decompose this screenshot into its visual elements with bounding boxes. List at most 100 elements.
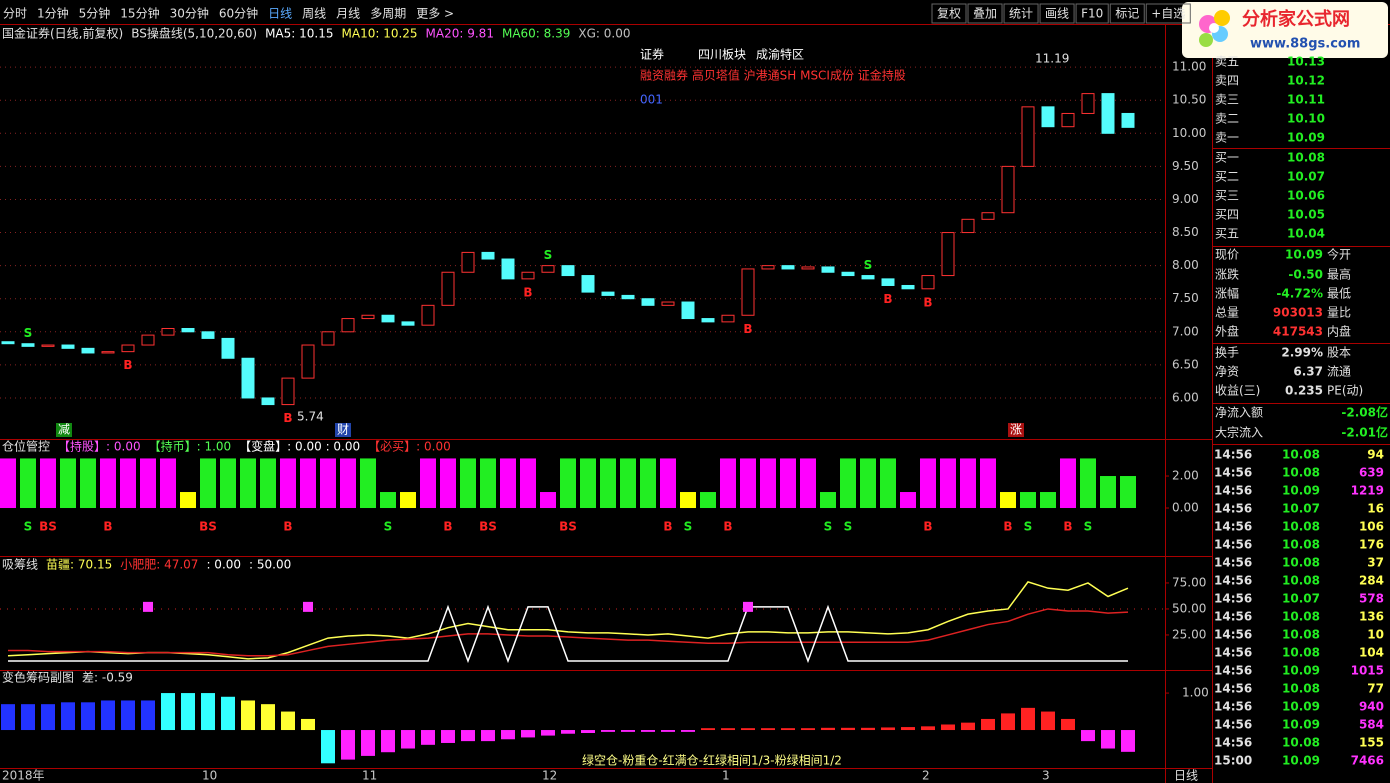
event-label: 减: [58, 423, 70, 437]
trade-volume: 578: [1359, 592, 1384, 606]
trade-time: 14:56: [1214, 448, 1252, 462]
trade-time: 14:56: [1214, 556, 1252, 570]
trade-volume: 136: [1359, 610, 1384, 624]
period-tab[interactable]: 分时: [3, 7, 27, 21]
bs-signal: S: [684, 520, 693, 534]
trade-time: 14:56: [1214, 646, 1252, 660]
y-tick-label: 75.00: [1172, 575, 1206, 589]
book-price: 10.11: [1287, 93, 1325, 107]
candle: [981, 212, 995, 220]
candle: [261, 397, 275, 406]
chip-bar: [621, 730, 635, 732]
chip-bar: [841, 727, 855, 731]
y-tick-label: 11.00: [1172, 60, 1206, 74]
chip-bar: [901, 727, 915, 731]
tool-button[interactable]: +自选: [1151, 7, 1185, 21]
trade-price: 10.08: [1282, 520, 1320, 534]
bs-signal: BS: [479, 520, 497, 534]
tool-button[interactable]: F10: [1081, 7, 1103, 21]
stat-label: 量比: [1327, 306, 1351, 320]
chip-bar: [861, 727, 875, 731]
bs-signal: BS: [39, 520, 57, 534]
x-tick-label: 11: [362, 769, 377, 783]
period-tab[interactable]: 月线: [336, 7, 360, 21]
book-label: 买二: [1215, 170, 1239, 184]
position-bar: [380, 492, 396, 509]
stat-value: 0.235: [1285, 384, 1323, 398]
trade-volume: 940: [1359, 700, 1384, 714]
x-tick-label: 2018年: [2, 769, 45, 783]
chip-bar: [1121, 730, 1135, 752]
chip-bar: [981, 718, 995, 731]
tool-button[interactable]: 叠加: [973, 7, 997, 21]
period-tab[interactable]: 周线: [302, 7, 326, 21]
bs-signal: B: [663, 520, 672, 534]
candle: [181, 327, 195, 333]
position-bar: [280, 458, 296, 509]
period-tab[interactable]: 60分钟: [219, 6, 258, 21]
position-bar: [980, 458, 996, 509]
trade-volume: 1219: [1351, 484, 1384, 498]
chip-bar: [921, 726, 935, 731]
position-bar: [60, 458, 76, 509]
candle: [561, 265, 575, 277]
chip-bar: [1101, 730, 1115, 749]
trade-volume: 7466: [1351, 754, 1384, 768]
trade-volume: 94: [1367, 448, 1384, 462]
stat-value: 6.37: [1293, 365, 1323, 379]
tool-button[interactable]: 画线: [1045, 7, 1069, 21]
trade-time: 14:56: [1214, 718, 1252, 732]
candle: [21, 343, 35, 347]
chip-bar: [141, 700, 155, 731]
period-tab[interactable]: 1分钟: [37, 6, 69, 21]
signal: S: [24, 326, 33, 340]
stat-label: 总量: [1215, 306, 1239, 320]
chip-bar: [941, 724, 955, 731]
stat-value: 903013: [1273, 306, 1323, 320]
signal: S: [864, 258, 873, 272]
period-tab[interactable]: 15分钟: [120, 6, 159, 21]
candle: [581, 275, 595, 293]
position-bar: [440, 458, 456, 509]
candle: [321, 331, 335, 346]
bs-signal: S: [824, 520, 833, 534]
position-bar: [360, 458, 376, 509]
position-bar: [240, 458, 256, 509]
position-bar: [480, 458, 496, 509]
candle: [81, 347, 95, 354]
period-tab[interactable]: 5分钟: [79, 6, 111, 21]
position-bar: [1060, 458, 1076, 509]
position-bar: [940, 458, 956, 509]
chip-bar: [421, 730, 435, 745]
trade-price: 10.08: [1282, 682, 1320, 696]
signal: B: [883, 292, 892, 306]
x-tick-label: 3: [1042, 769, 1050, 783]
event-label: 涨: [1010, 422, 1022, 437]
panel-text: : 0.00: [206, 558, 241, 572]
book-price: 10.13: [1287, 55, 1325, 69]
trade-price: 10.08: [1282, 628, 1320, 642]
bs-signal: S: [1084, 520, 1093, 534]
position-bar: [1040, 492, 1056, 509]
tool-button[interactable]: 统计: [1009, 7, 1033, 21]
chip-bar: [1081, 730, 1095, 742]
book-price: 10.07: [1287, 170, 1325, 184]
tool-button[interactable]: 复权: [937, 7, 961, 21]
chip-bar: [41, 704, 55, 731]
candle: [701, 318, 715, 323]
period-tab[interactable]: 更多 >: [416, 7, 454, 21]
stat-value: 10.09: [1285, 248, 1323, 262]
panel-text: 变色筹码副图: [2, 670, 74, 685]
logo: 分析家公式网 www.88gs.com: [1182, 2, 1388, 58]
trade-time: 14:56: [1214, 538, 1252, 552]
period-tab[interactable]: 30分钟: [170, 6, 209, 21]
period-tab[interactable]: 日线: [268, 7, 292, 21]
tool-frame: [1109, 3, 1145, 24]
period-tab[interactable]: 多周期: [370, 7, 406, 21]
position-bar: [920, 458, 936, 509]
trade-volume: 37: [1367, 556, 1384, 570]
chip-bar: [881, 727, 895, 731]
chip-bar: [821, 727, 835, 731]
tool-button[interactable]: 标记: [1115, 7, 1139, 21]
trade-price: 10.07: [1282, 592, 1320, 606]
